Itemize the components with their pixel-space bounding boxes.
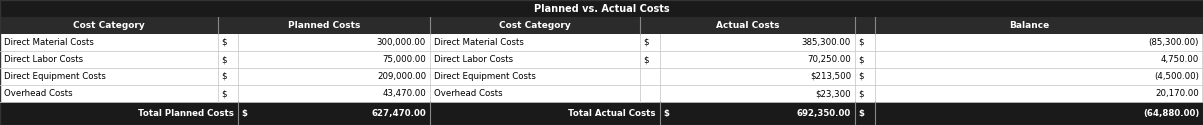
Text: Cost Category: Cost Category — [499, 21, 571, 30]
Text: Overhead Costs: Overhead Costs — [4, 89, 72, 98]
Text: Overhead Costs: Overhead Costs — [434, 89, 503, 98]
Bar — [0, 17, 1203, 34]
Text: (64,880.00): (64,880.00) — [1143, 109, 1199, 118]
Text: $: $ — [221, 89, 226, 98]
Text: $: $ — [241, 109, 247, 118]
Bar — [0, 102, 1203, 125]
Text: $: $ — [858, 89, 864, 98]
Text: $: $ — [221, 55, 226, 64]
Text: 43,470.00: 43,470.00 — [383, 89, 426, 98]
Text: Actual Costs: Actual Costs — [716, 21, 780, 30]
Text: $213,500: $213,500 — [810, 72, 851, 81]
Text: 20,170.00: 20,170.00 — [1155, 89, 1199, 98]
Text: $: $ — [642, 55, 648, 64]
Text: (85,300.00): (85,300.00) — [1149, 38, 1199, 47]
Text: 627,470.00: 627,470.00 — [372, 109, 426, 118]
Bar — [0, 0, 1203, 17]
Text: Direct Equipment Costs: Direct Equipment Costs — [4, 72, 106, 81]
Text: $: $ — [221, 72, 226, 81]
Text: Balance: Balance — [1009, 21, 1049, 30]
Text: (4,500.00): (4,500.00) — [1154, 72, 1199, 81]
Text: Planned vs. Actual Costs: Planned vs. Actual Costs — [534, 4, 669, 14]
Bar — [0, 34, 1203, 51]
Text: Total Planned Costs: Total Planned Costs — [138, 109, 235, 118]
Text: Direct Equipment Costs: Direct Equipment Costs — [434, 72, 535, 81]
Text: 75,000.00: 75,000.00 — [383, 55, 426, 64]
Bar — [0, 85, 1203, 102]
Text: $: $ — [221, 38, 226, 47]
Text: Total Actual Costs: Total Actual Costs — [569, 109, 656, 118]
Text: Direct Labor Costs: Direct Labor Costs — [434, 55, 514, 64]
Text: Planned Costs: Planned Costs — [288, 21, 360, 30]
Text: $: $ — [663, 109, 669, 118]
Text: 692,350.00: 692,350.00 — [796, 109, 851, 118]
Text: $: $ — [858, 72, 864, 81]
Text: Direct Labor Costs: Direct Labor Costs — [4, 55, 83, 64]
Text: 385,300.00: 385,300.00 — [801, 38, 851, 47]
Text: Direct Material Costs: Direct Material Costs — [4, 38, 94, 47]
Text: $: $ — [642, 38, 648, 47]
Text: 70,250.00: 70,250.00 — [807, 55, 851, 64]
Text: $23,300: $23,300 — [816, 89, 851, 98]
Text: 4,750.00: 4,750.00 — [1161, 55, 1199, 64]
Text: $: $ — [858, 109, 864, 118]
Bar — [0, 51, 1203, 68]
Text: 209,000.00: 209,000.00 — [377, 72, 426, 81]
Text: Direct Material Costs: Direct Material Costs — [434, 38, 523, 47]
Text: 300,000.00: 300,000.00 — [377, 38, 426, 47]
Bar — [0, 68, 1203, 85]
Text: $: $ — [858, 55, 864, 64]
Text: Cost Category: Cost Category — [73, 21, 144, 30]
Text: $: $ — [858, 38, 864, 47]
